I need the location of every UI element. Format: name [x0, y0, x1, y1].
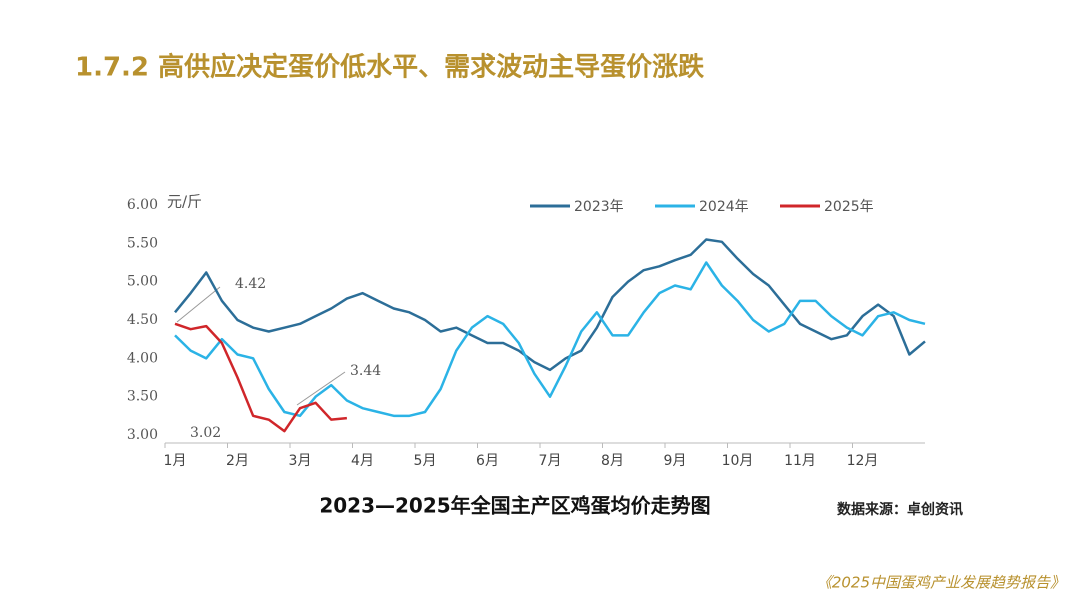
- annotation-leader: [176, 286, 221, 323]
- x-tick-label: 6月: [476, 453, 499, 469]
- x-tick-label: 3月: [289, 453, 312, 469]
- legend-label: 2023年: [574, 199, 624, 215]
- annotation-leader: [296, 371, 346, 406]
- footer: 《2025中国蛋鸡产业发展趋势报告》: [817, 574, 1065, 592]
- legend-label: 2025年: [824, 199, 874, 215]
- x-tick-label: 4月: [351, 453, 374, 469]
- x-tick-label: 10月: [722, 453, 754, 469]
- y-tick-label: 4.50: [127, 312, 158, 328]
- y-tick-label: 3.00: [127, 427, 158, 443]
- annotation: 3.44: [350, 363, 381, 379]
- x-tick-label: 7月: [539, 453, 562, 469]
- x-tick-label: 1月: [164, 453, 187, 469]
- x-tick-label: 12月: [847, 453, 879, 469]
- series-line: [174, 261, 926, 418]
- series-line: [174, 238, 926, 372]
- x-tick-label: 8月: [601, 453, 624, 469]
- chart-title: 2023—2025年全国主产区鸡蛋均价走势图: [319, 494, 710, 518]
- slide-title: 1.7.2 高供应决定蛋价低水平、需求波动主导蛋价涨跌: [75, 52, 704, 83]
- series-line: [174, 322, 347, 433]
- x-tick-label: 2月: [226, 453, 249, 469]
- chart-source: 数据来源：卓创资讯: [837, 501, 963, 518]
- y-tick-label: 5.50: [127, 235, 158, 251]
- x-tick-label: 11月: [784, 453, 816, 469]
- y-tick-label: 5.00: [127, 274, 158, 290]
- y-tick-label: 3.50: [127, 389, 158, 405]
- x-tick-label: 5月: [414, 453, 437, 469]
- y-tick-label: 6.00: [127, 197, 158, 213]
- y-axis-unit: 元/斤: [167, 193, 202, 211]
- annotation: 3.02: [190, 425, 221, 441]
- y-tick-label: 4.00: [127, 350, 158, 366]
- x-tick-label: 9月: [664, 453, 687, 469]
- legend-label: 2024年: [699, 199, 749, 215]
- annotation: 4.42: [235, 276, 266, 292]
